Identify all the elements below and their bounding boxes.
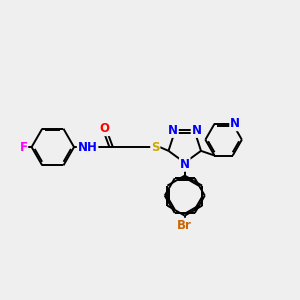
Text: O: O bbox=[99, 122, 110, 135]
Text: S: S bbox=[151, 141, 160, 154]
Text: Br: Br bbox=[177, 219, 192, 232]
Text: F: F bbox=[20, 141, 27, 154]
Text: N: N bbox=[230, 117, 240, 130]
Text: N: N bbox=[191, 124, 202, 137]
Text: N: N bbox=[168, 124, 178, 137]
Text: NH: NH bbox=[78, 141, 98, 154]
Text: N: N bbox=[180, 158, 190, 171]
